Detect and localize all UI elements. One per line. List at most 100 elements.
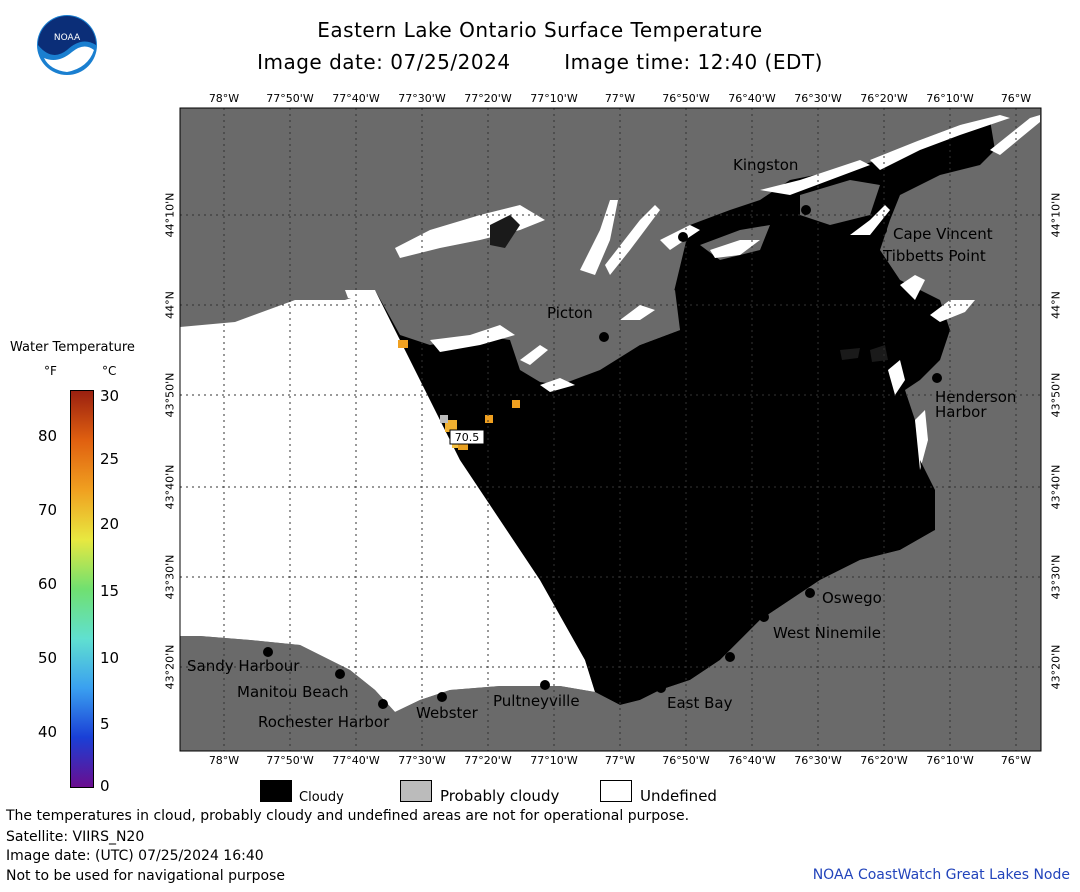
station-dot (932, 373, 942, 383)
image-time: Image time: 12:40 (EDT) (564, 50, 823, 74)
station-dot (861, 275, 871, 285)
lon-tick-label-top: 77°20'W (464, 92, 512, 105)
map-title: Eastern Lake Ontario Surface Temperature (317, 18, 763, 42)
place-henderson: Henderson (935, 388, 1017, 406)
footer-satellite: Satellite: VIIRS_N20 (6, 829, 145, 845)
colorbar-tick-c: 15 (100, 582, 120, 600)
place-webster: Webster (416, 704, 478, 722)
place-harbor: Harbor (935, 403, 987, 421)
lon-tick-label-top: 76°10'W (926, 92, 974, 105)
footer-nav-warning: Not to be used for navigational purpose (6, 868, 285, 884)
colorbar-tick-f: 70 (38, 501, 58, 519)
colorbar-unit-c: °C (102, 364, 117, 378)
lon-tick-label-top: 77°W (604, 92, 636, 105)
noaa-logo: NOAA (37, 15, 97, 75)
lon-tick-label-bottom: 77°10'W (530, 754, 578, 767)
colorbar-tick-c: 0 (100, 777, 110, 795)
lon-tick-label-bottom: 76°W (1000, 754, 1032, 767)
measurement-box (449, 429, 485, 445)
lon-tick-label-top: 77°40'W (332, 92, 380, 105)
legend-undefined-label: Undefined (640, 787, 717, 805)
station-dot (678, 232, 688, 242)
land-island-wolfe (800, 180, 880, 225)
station-dot (805, 588, 815, 598)
east-shore-water (920, 460, 935, 532)
place-sandy-harbour: Sandy Harbour (187, 657, 300, 675)
colorbar (70, 390, 94, 788)
station-dot (335, 669, 345, 679)
image-date: Image date: 07/25/2024 (257, 50, 511, 74)
lon-tick-label-bottom: 77°40'W (332, 754, 380, 767)
lat-tick-label-left: 43°50'N (163, 372, 177, 418)
colorbar-tick-c: 30 (100, 387, 120, 405)
lon-tick-label-bottom: 76°30'W (794, 754, 842, 767)
place-west-ninemile: West Ninemile (773, 624, 881, 642)
place-manitou-beach: Manitou Beach (237, 683, 349, 701)
place-oswego: Oswego (822, 589, 882, 607)
lat-tick-label-left: 44°10'N (163, 192, 177, 238)
station-dot (771, 207, 781, 217)
colorbar-tick-c: 5 (100, 715, 110, 733)
place-tibbetts-point: Tibbetts Point (883, 247, 986, 265)
logo-text: NOAA (54, 33, 81, 43)
station-dot (629, 688, 639, 698)
station-dot (378, 699, 388, 709)
lon-tick-label-top: 76°30'W (794, 92, 842, 105)
lon-tick-label-bottom: 77°W (604, 754, 636, 767)
graticule (180, 108, 1041, 751)
lon-tick-label-top: 77°10'W (530, 92, 578, 105)
lat-tick-label-left: 43°20'N (163, 644, 177, 690)
lat-tick-label-right: 43°20'N (1049, 644, 1063, 690)
colorbar-title: Water Temperature (10, 340, 135, 355)
lat-tick-label-right: 44°10'N (1049, 192, 1063, 238)
lat-tick-label-left: 43°40'N (163, 464, 177, 510)
lon-tick-label-bottom: 76°50'W (662, 754, 710, 767)
footer-note: The temperatures in cloud, probably clou… (6, 808, 690, 824)
lon-tick-label-top: 78°W (208, 92, 240, 105)
lat-tick-label-left: 44°N (163, 291, 177, 319)
legend-cloudy-label: Cloudy (299, 790, 344, 805)
colorbar-tick-f: 50 (38, 649, 58, 667)
land-peninsula (610, 290, 680, 345)
lat-tick-label-right: 44°N (1049, 291, 1063, 319)
legend-undefined-swatch (600, 780, 632, 802)
footer-node: NOAA CoastWatch Great Lakes Node (812, 867, 1070, 883)
colorbar-tick-c: 20 (100, 515, 120, 533)
lon-tick-label-top: 77°30'W (398, 92, 446, 105)
station-dot (801, 205, 811, 215)
lon-tick-label-top: 76°W (1000, 92, 1032, 105)
station-dot (759, 612, 769, 622)
lat-tick-label-right: 43°30'N (1049, 554, 1063, 600)
place-cape-vincent: Cape Vincent (893, 225, 993, 243)
station-dot (877, 225, 887, 235)
place-rochester-harbor: Rochester Harbor (258, 713, 390, 731)
map-frame (179, 107, 1042, 752)
station-dot (656, 683, 666, 693)
legend-probably-cloudy-label: Probably cloudy (440, 787, 560, 805)
east-shore-land (935, 480, 1041, 751)
colorbar-tick-f: 40 (38, 723, 58, 741)
lat-tick-label-right: 43°50'N (1049, 372, 1063, 418)
lon-tick-label-bottom: 76°10'W (926, 754, 974, 767)
legend-probably-cloudy-swatch (400, 780, 432, 802)
cloudy-area (375, 120, 995, 705)
colorbar-tick-f: 60 (38, 575, 58, 593)
place-pultneyville: Pultneyville (493, 692, 580, 710)
colorbar-tick-c: 25 (100, 450, 120, 468)
lon-tick-label-bottom: 77°50'W (266, 754, 314, 767)
station-dot (599, 332, 609, 342)
lon-tick-label-bottom: 76°20'W (860, 754, 908, 767)
lon-tick-label-bottom: 77°20'W (464, 754, 512, 767)
lon-tick-label-top: 77°50'W (266, 92, 314, 105)
station-dot (867, 258, 877, 268)
lat-tick-label-left: 43°30'N (163, 554, 177, 600)
footer-utc-date: Image date: (UTC) 07/25/2024 16:40 (6, 848, 264, 864)
colorbar-unit-f: °F (44, 364, 57, 378)
lon-tick-label-bottom: 77°30'W (398, 754, 446, 767)
measurement-value: 70.5 (455, 431, 480, 444)
colorbar-tick-c: 10 (100, 649, 120, 667)
place-east-bay: East Bay (667, 694, 733, 712)
lat-tick-label-right: 43°40'N (1049, 464, 1063, 510)
place-picton: Picton (547, 304, 593, 322)
